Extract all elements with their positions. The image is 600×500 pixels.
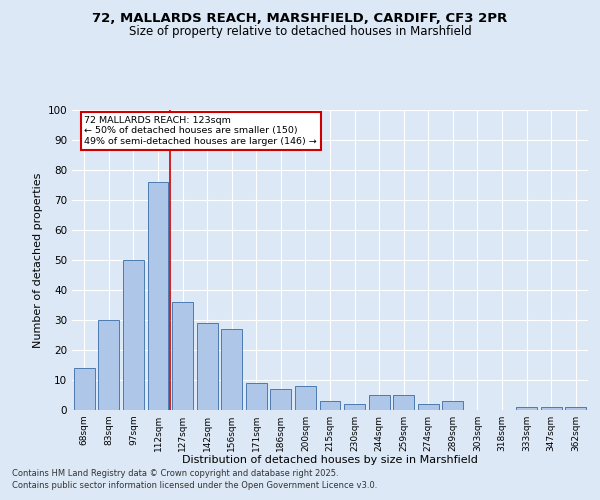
Text: 72 MALLARDS REACH: 123sqm
← 50% of detached houses are smaller (150)
49% of semi: 72 MALLARDS REACH: 123sqm ← 50% of detac… <box>84 116 317 146</box>
Y-axis label: Number of detached properties: Number of detached properties <box>34 172 43 348</box>
Bar <box>295 386 316 410</box>
Bar <box>393 395 414 410</box>
Bar <box>172 302 193 410</box>
Text: Contains HM Land Registry data © Crown copyright and database right 2025.: Contains HM Land Registry data © Crown c… <box>12 468 338 477</box>
Bar <box>123 260 144 410</box>
Bar <box>541 407 562 410</box>
Bar <box>442 401 463 410</box>
Text: Size of property relative to detached houses in Marshfield: Size of property relative to detached ho… <box>128 25 472 38</box>
Bar <box>98 320 119 410</box>
Text: 72, MALLARDS REACH, MARSHFIELD, CARDIFF, CF3 2PR: 72, MALLARDS REACH, MARSHFIELD, CARDIFF,… <box>92 12 508 26</box>
Bar <box>148 182 169 410</box>
Bar <box>368 395 389 410</box>
Bar <box>418 404 439 410</box>
Bar <box>221 329 242 410</box>
Bar <box>516 407 537 410</box>
Bar <box>344 404 365 410</box>
Bar <box>320 401 340 410</box>
Bar <box>246 383 267 410</box>
X-axis label: Distribution of detached houses by size in Marshfield: Distribution of detached houses by size … <box>182 456 478 466</box>
Bar <box>197 323 218 410</box>
Text: Contains public sector information licensed under the Open Government Licence v3: Contains public sector information licen… <box>12 481 377 490</box>
Bar <box>565 407 586 410</box>
Bar <box>74 368 95 410</box>
Bar <box>271 389 292 410</box>
